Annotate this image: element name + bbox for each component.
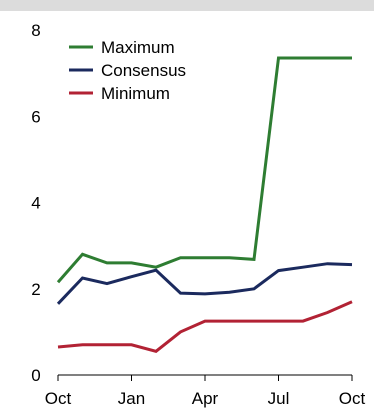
x-tick-label: Apr bbox=[192, 389, 219, 408]
y-tick-label: 0 bbox=[31, 366, 40, 385]
series-line-consensus bbox=[56, 262, 353, 305]
y-tick-label: 8 bbox=[31, 21, 40, 40]
x-tick-label: Jan bbox=[118, 389, 145, 408]
legend-label-consensus: Consensus bbox=[101, 61, 186, 80]
top-bar bbox=[0, 0, 374, 11]
x-tick-label: Oct bbox=[45, 389, 72, 408]
series-line-maximum bbox=[56, 56, 352, 284]
legend-label-minimum: Minimum bbox=[101, 84, 170, 103]
y-tick-label: 6 bbox=[31, 107, 40, 126]
legend-label-maximum: Maximum bbox=[101, 38, 175, 57]
series-line-minimum bbox=[57, 300, 353, 353]
x-tick-label: Oct bbox=[339, 389, 366, 408]
x-tick-label: Jul bbox=[268, 389, 290, 408]
y-tick-label: 2 bbox=[31, 280, 40, 299]
y-tick-label: 4 bbox=[31, 194, 40, 213]
